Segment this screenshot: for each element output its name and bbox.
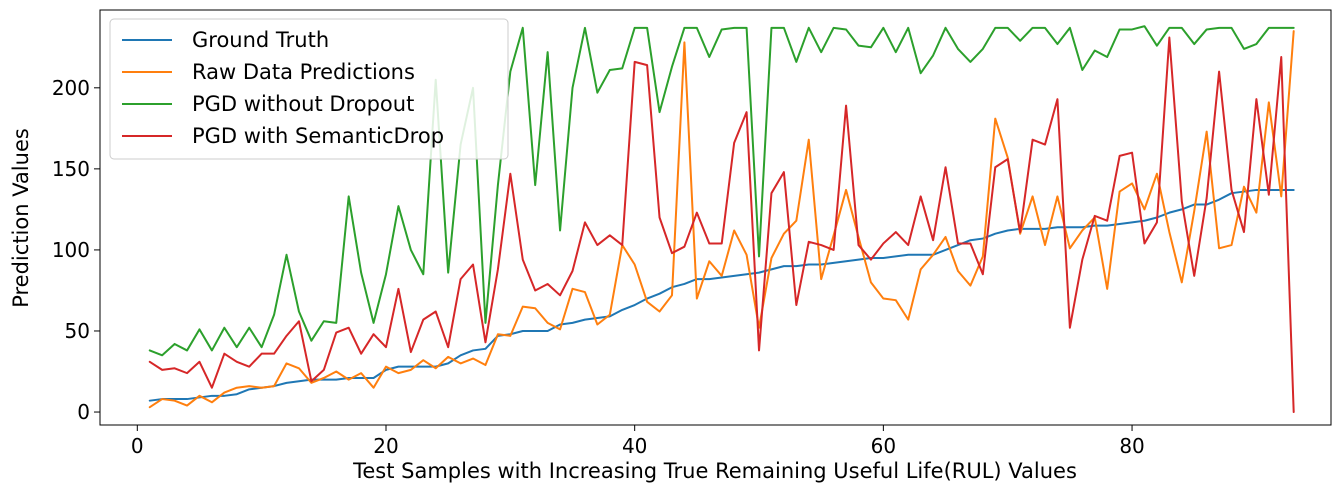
x-tick-label: 40	[622, 434, 647, 458]
y-axis-label: Prediction Values	[9, 128, 33, 308]
legend-label-3: PGD without Dropout	[192, 92, 414, 116]
legend-box	[109, 18, 509, 160]
legend-label-4: PGD with SemanticDrop	[192, 124, 444, 148]
series-layer	[148, 25, 1295, 414]
plot-frame	[99, 9, 1332, 426]
series-line-2	[148, 30, 1295, 409]
series-line-4	[148, 36, 1295, 414]
x-axis-label: Test Samples with Increasing True Remain…	[352, 459, 1077, 483]
series-line-1	[148, 188, 1295, 402]
series-line-3	[148, 25, 1295, 357]
y-axis-ticks: 0 50 100 150 200	[52, 76, 100, 424]
legend-label-2: Raw Data Predictions	[192, 60, 415, 84]
legend-label-1: Ground Truth	[192, 28, 329, 52]
y-tick-label: 50	[65, 319, 90, 343]
x-tick-label: 60	[871, 434, 896, 458]
y-tick-label: 200	[52, 76, 90, 100]
legend: Ground Truth Raw Data Predictions PGD with…	[109, 18, 509, 160]
x-tick-label: 80	[1119, 434, 1144, 458]
legend-items: Ground Truth Raw Data Predictions PGD with…	[122, 28, 444, 148]
x-axis-ticks: 0 20 40 60 80	[131, 425, 1145, 458]
x-tick-label: 0	[131, 434, 144, 458]
x-tick-label: 20	[373, 434, 398, 458]
y-tick-label: 150	[52, 157, 90, 181]
y-tick-label: 0	[77, 400, 90, 424]
y-tick-label: 100	[52, 238, 90, 262]
